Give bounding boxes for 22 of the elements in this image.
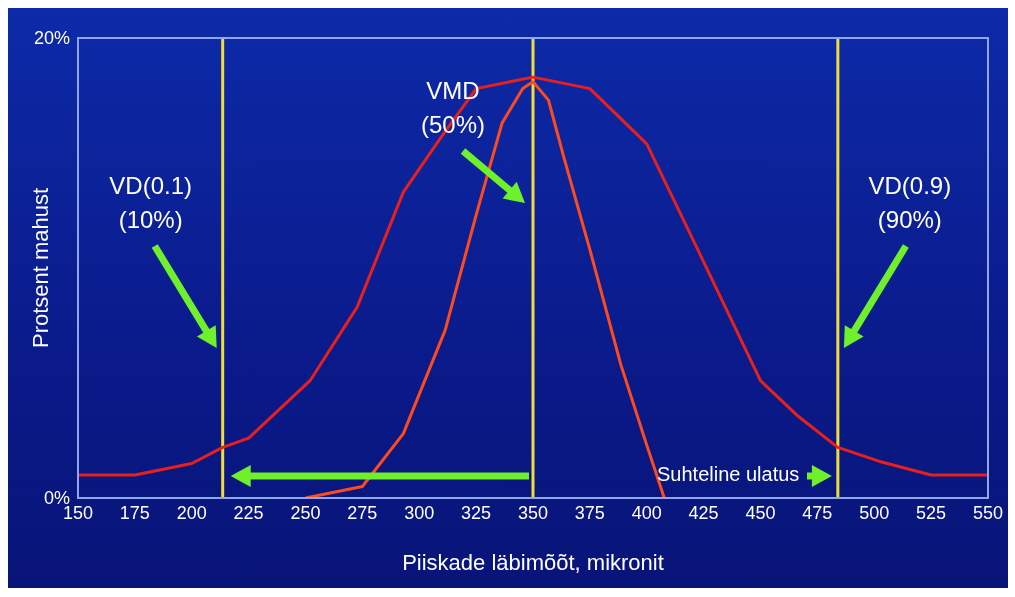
x-tick-label: 325 xyxy=(461,502,492,523)
x-tick-label: 425 xyxy=(688,502,719,523)
x-tick-label: 525 xyxy=(916,502,947,523)
annotation: Suhteline ulatus xyxy=(657,463,800,486)
x-tick-label: 500 xyxy=(859,502,890,523)
ref-line-label: VD(0.9) (90%) xyxy=(868,172,952,234)
x-axis-title: Piiskade läbimõõt, mikronit xyxy=(402,550,664,575)
x-tick-label: 175 xyxy=(119,502,150,523)
x-tick-label: 275 xyxy=(347,502,378,523)
x-tick-label: 250 xyxy=(290,502,321,523)
x-tick-label: 225 xyxy=(233,502,264,523)
y-axis-title: Protsent mahust xyxy=(27,187,53,348)
x-tick-label: 550 xyxy=(972,502,1004,523)
x-tick-label: 400 xyxy=(631,502,662,523)
y-tick-label: 20% xyxy=(33,28,70,49)
x-tick-label: 200 xyxy=(176,502,207,523)
x-tick-label: 300 xyxy=(404,502,435,523)
x-tick-label: 450 xyxy=(745,502,776,523)
ref-line-label: VD(0.1) (10%) xyxy=(109,172,193,234)
x-tick-label: 475 xyxy=(802,502,833,523)
x-tick-label: 350 xyxy=(517,502,549,523)
x-tick-label: 375 xyxy=(574,502,605,523)
